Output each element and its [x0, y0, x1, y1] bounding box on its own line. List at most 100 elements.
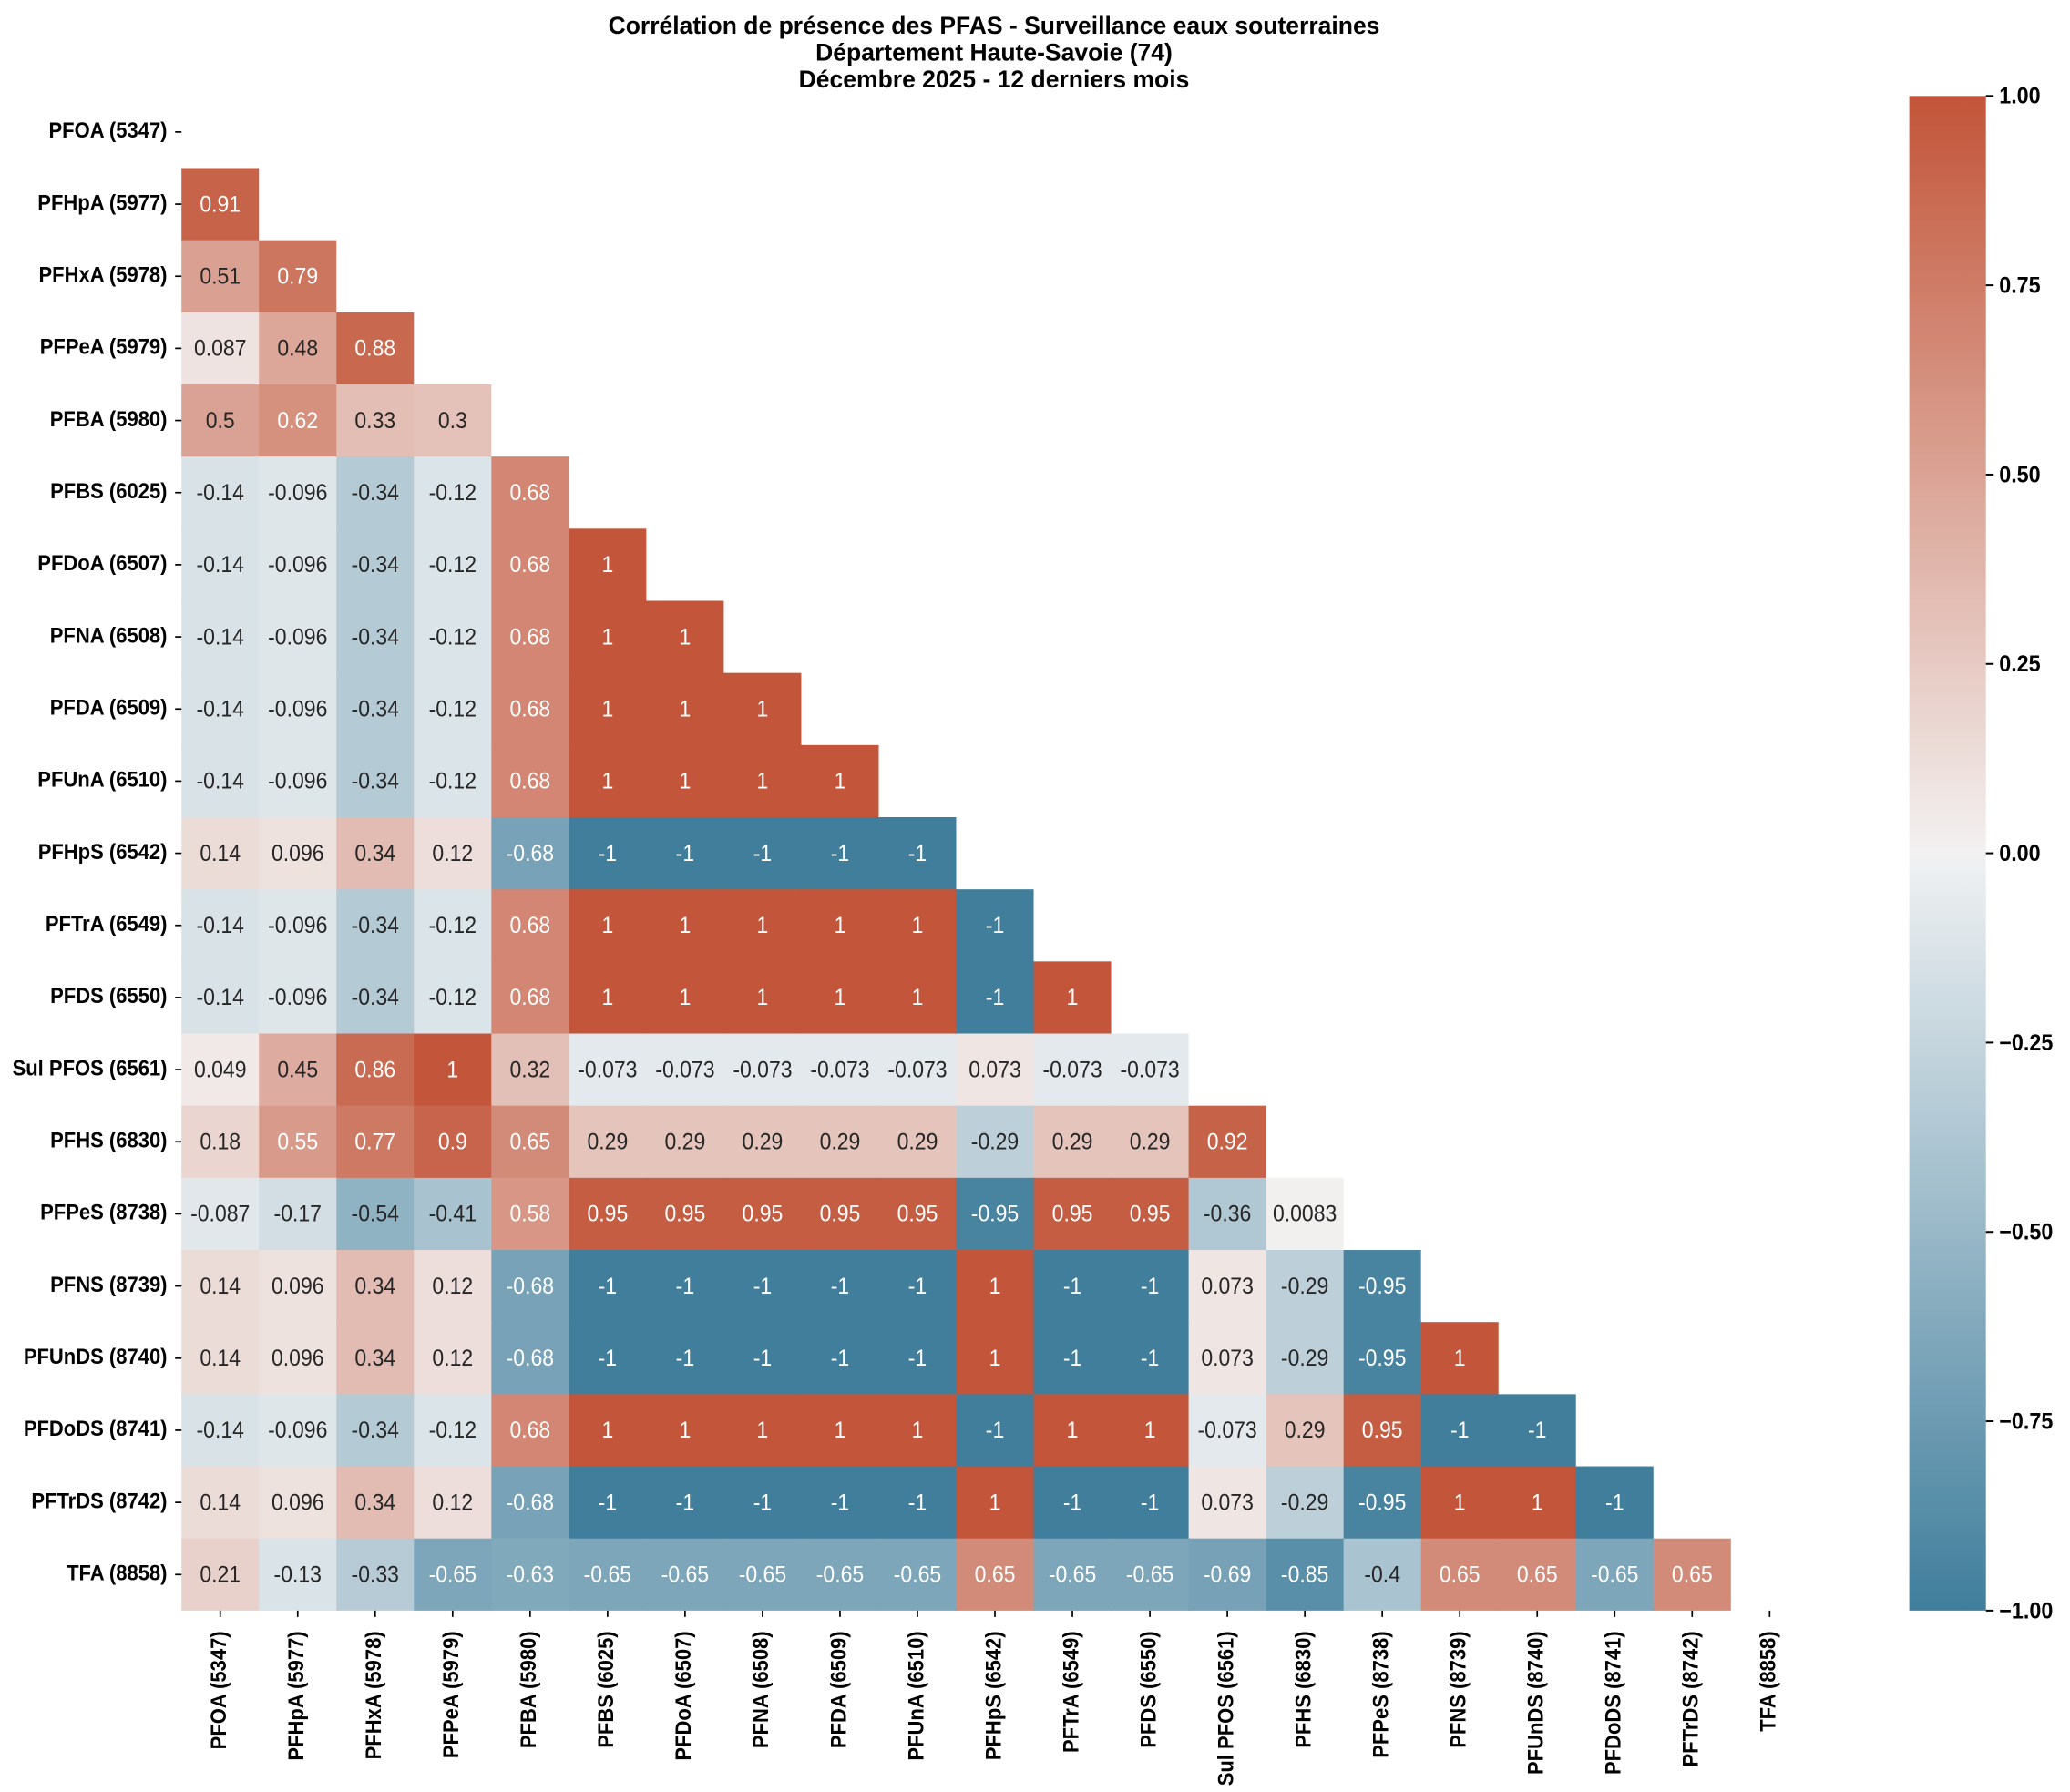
svg-text:-1: -1 [676, 841, 694, 866]
svg-text:1: 1 [679, 769, 691, 794]
svg-text:1: 1 [1454, 1490, 1466, 1516]
svg-text:-0.29: -0.29 [1281, 1490, 1328, 1516]
svg-text:PFHpS (6542): PFHpS (6542) [38, 839, 168, 864]
svg-text:-0.073: -0.073 [578, 1058, 637, 1083]
svg-text:0.50: 0.50 [1999, 463, 2040, 488]
svg-text:PFHxA (5978): PFHxA (5978) [361, 1631, 385, 1759]
svg-text:0.68: 0.68 [509, 985, 550, 1010]
svg-text:-0.65: -0.65 [584, 1562, 631, 1588]
svg-text:0.88: 0.88 [354, 336, 395, 362]
svg-text:-0.29: -0.29 [1281, 1346, 1328, 1371]
svg-text:0.14: 0.14 [200, 841, 241, 866]
svg-text:0.29: 0.29 [587, 1130, 628, 1155]
svg-text:1: 1 [835, 913, 846, 938]
svg-text:0.29: 0.29 [820, 1130, 861, 1155]
svg-text:1: 1 [757, 1418, 769, 1443]
svg-text:Décembre 2025 - 12 derniers mo: Décembre 2025 - 12 derniers mois [799, 66, 1190, 93]
svg-text:-0.65: -0.65 [429, 1562, 477, 1588]
svg-text:0.096: 0.096 [272, 841, 324, 866]
svg-text:-0.12: -0.12 [429, 625, 477, 650]
svg-text:0.29: 0.29 [743, 1130, 784, 1155]
svg-text:PFDoA (6507): PFDoA (6507) [671, 1631, 695, 1760]
svg-text:-0.073: -0.073 [1198, 1418, 1257, 1443]
svg-text:PFHxA (5978): PFHxA (5978) [38, 262, 167, 287]
svg-text:-0.12: -0.12 [429, 985, 477, 1010]
svg-text:PFOA (5347): PFOA (5347) [206, 1631, 231, 1749]
svg-text:PFUnDS (8740): PFUnDS (8740) [24, 1344, 168, 1368]
svg-text:0.29: 0.29 [665, 1130, 706, 1155]
svg-text:0.95: 0.95 [1052, 1202, 1093, 1227]
svg-text:1: 1 [989, 1346, 1001, 1371]
svg-text:-0.073: -0.073 [1042, 1058, 1102, 1083]
svg-text:0.096: 0.096 [272, 1346, 324, 1371]
svg-text:-0.65: -0.65 [661, 1562, 709, 1588]
svg-text:-0.13: -0.13 [274, 1562, 322, 1588]
svg-text:0.29: 0.29 [1130, 1130, 1171, 1155]
svg-text:0.65: 0.65 [1672, 1562, 1713, 1588]
svg-text:-0.073: -0.073 [1120, 1058, 1179, 1083]
svg-text:-1: -1 [908, 1490, 927, 1516]
svg-text:0.86: 0.86 [354, 1058, 395, 1083]
svg-text:-1: -1 [908, 841, 927, 866]
svg-text:PFUnA (6510): PFUnA (6510) [903, 1631, 927, 1760]
svg-text:1: 1 [912, 913, 924, 938]
svg-text:-0.096: -0.096 [268, 1418, 327, 1443]
svg-text:-1: -1 [986, 985, 1004, 1010]
svg-text:0.00: 0.00 [1999, 841, 2040, 866]
svg-text:PFNS (8739): PFNS (8739) [1446, 1631, 1471, 1747]
svg-text:-0.95: -0.95 [971, 1202, 1019, 1227]
svg-text:-0.54: -0.54 [352, 1202, 399, 1227]
svg-text:PFTrA (6549): PFTrA (6549) [1059, 1631, 1083, 1753]
svg-text:1: 1 [601, 697, 613, 722]
svg-text:-0.34: -0.34 [352, 769, 399, 794]
svg-text:-1: -1 [753, 1346, 772, 1371]
svg-text:PFHS (6830): PFHS (6830) [50, 1128, 167, 1152]
svg-text:0.65: 0.65 [975, 1562, 1016, 1588]
svg-text:0.29: 0.29 [1052, 1130, 1093, 1155]
svg-text:PFDS (6550): PFDS (6550) [1136, 1631, 1161, 1747]
svg-text:0.34: 0.34 [354, 841, 395, 866]
svg-text:-0.14: -0.14 [196, 697, 243, 722]
svg-text:0.3: 0.3 [438, 408, 467, 434]
svg-text:-0.096: -0.096 [268, 552, 327, 578]
svg-text:-0.68: -0.68 [507, 841, 554, 866]
svg-text:-0.12: -0.12 [429, 480, 477, 506]
svg-text:0.95: 0.95 [665, 1202, 706, 1227]
svg-text:PFTrDS (8742): PFTrDS (8742) [31, 1489, 167, 1513]
svg-text:Sul PFOS (6561): Sul PFOS (6561) [13, 1056, 168, 1080]
svg-text:-0.073: -0.073 [810, 1058, 869, 1083]
svg-text:1: 1 [912, 985, 924, 1010]
svg-text:PFNA (6508): PFNA (6508) [748, 1631, 773, 1748]
svg-text:-1: -1 [599, 1490, 617, 1516]
svg-text:1: 1 [757, 769, 769, 794]
svg-text:-0.096: -0.096 [268, 480, 327, 506]
svg-text:1: 1 [1532, 1490, 1543, 1516]
svg-text:-1: -1 [599, 841, 617, 866]
svg-text:-0.4: -0.4 [1364, 1562, 1400, 1588]
svg-text:1: 1 [1144, 1418, 1156, 1443]
svg-text:-1: -1 [831, 1490, 849, 1516]
svg-text:-1: -1 [1141, 1346, 1159, 1371]
svg-text:0.049: 0.049 [194, 1058, 247, 1083]
svg-text:-1: -1 [831, 1346, 849, 1371]
svg-text:0.68: 0.68 [509, 769, 550, 794]
svg-text:-0.68: -0.68 [507, 1346, 554, 1371]
svg-text:-1: -1 [1141, 1274, 1159, 1299]
svg-text:-0.85: -0.85 [1281, 1562, 1328, 1588]
svg-text:1: 1 [912, 1418, 924, 1443]
svg-text:-0.34: -0.34 [352, 1418, 399, 1443]
svg-text:-0.65: -0.65 [894, 1562, 941, 1588]
svg-text:Sul PFOS (6561): Sul PFOS (6561) [1214, 1631, 1238, 1786]
svg-text:0.34: 0.34 [354, 1346, 395, 1371]
svg-text:0.34: 0.34 [354, 1490, 395, 1516]
svg-text:0.14: 0.14 [200, 1274, 241, 1299]
svg-text:0.12: 0.12 [432, 1346, 473, 1371]
svg-text:-0.41: -0.41 [429, 1202, 477, 1227]
svg-text:-0.14: -0.14 [196, 913, 243, 938]
svg-text:1: 1 [989, 1490, 1001, 1516]
svg-text:PFDA (6509): PFDA (6509) [825, 1631, 850, 1748]
svg-text:PFUnDS (8740): PFUnDS (8740) [1523, 1631, 1548, 1775]
svg-text:PFHS (6830): PFHS (6830) [1291, 1631, 1316, 1747]
svg-text:0.087: 0.087 [194, 336, 247, 362]
svg-text:PFPeS (8738): PFPeS (8738) [1368, 1631, 1393, 1757]
